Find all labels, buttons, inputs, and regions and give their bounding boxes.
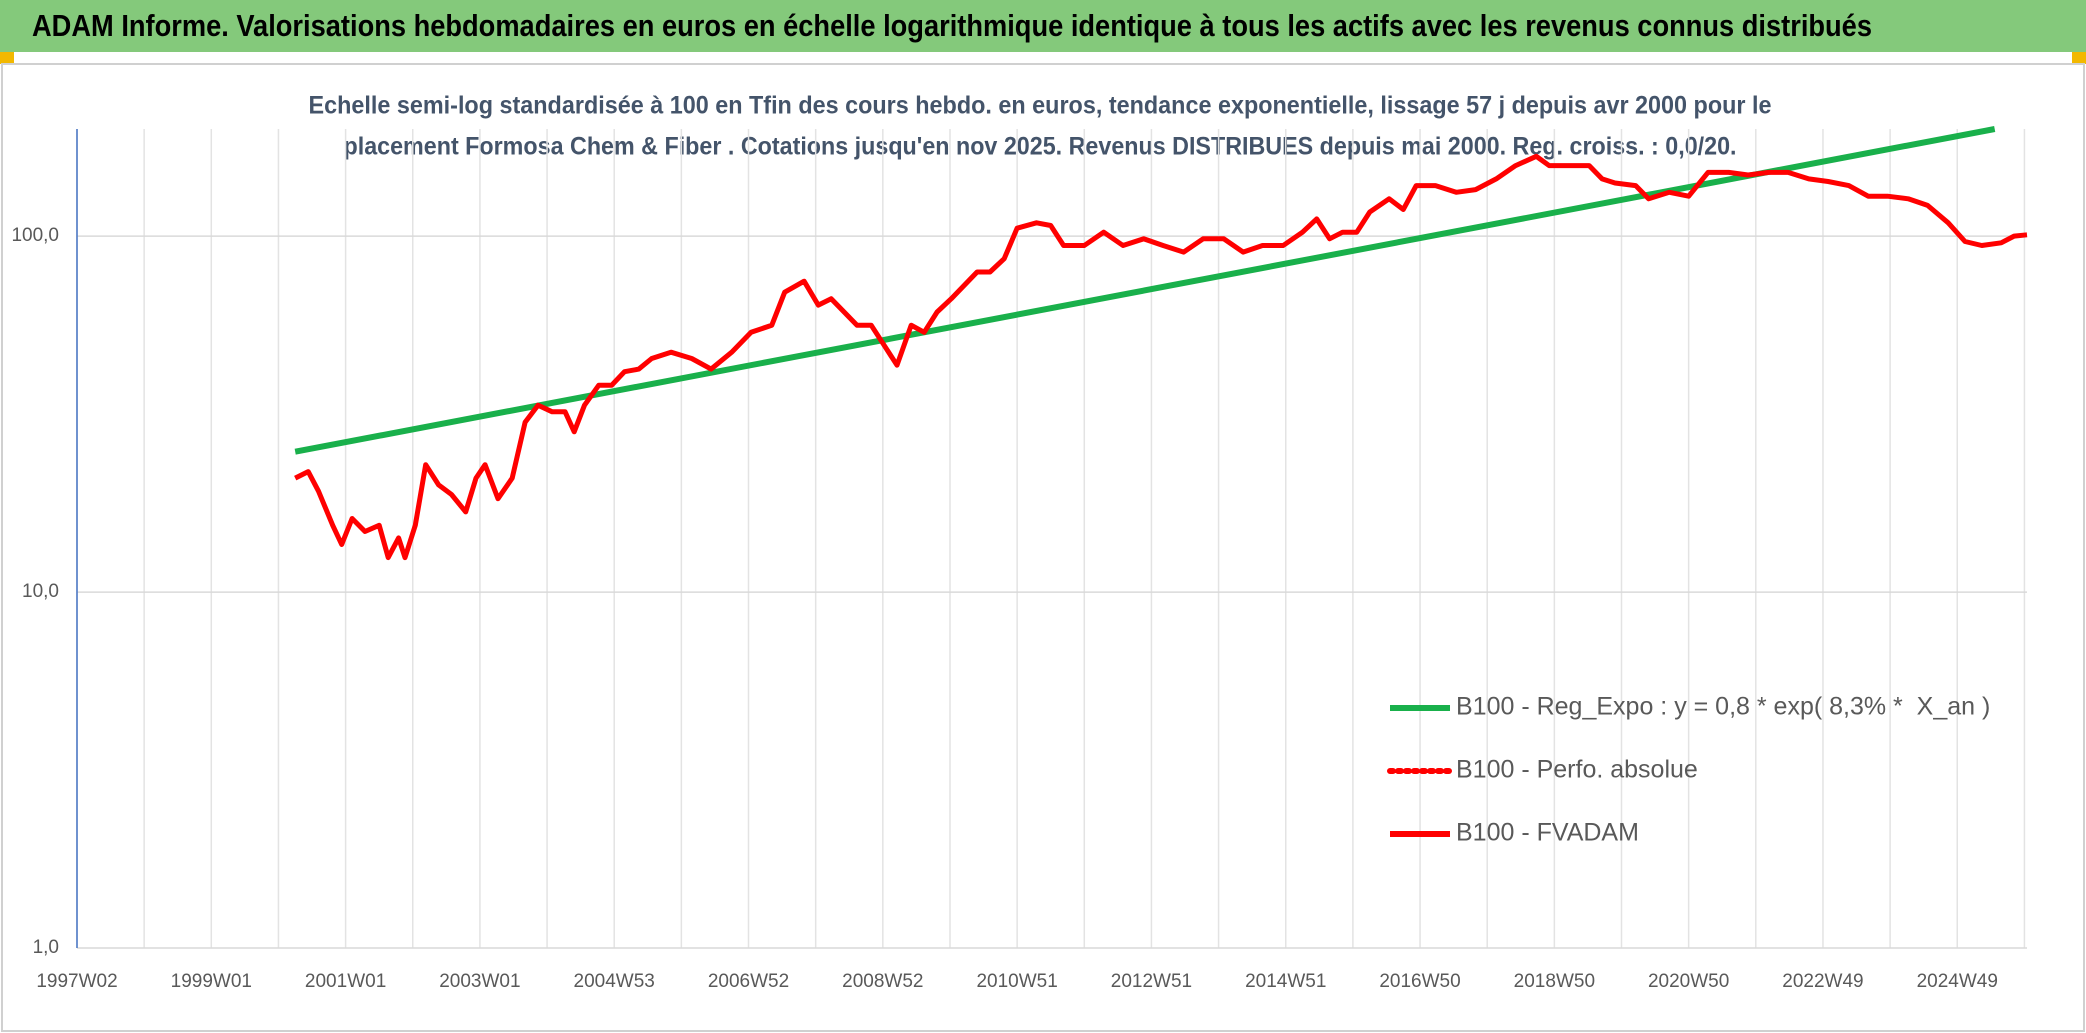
x-tick-label: 2003W01: [439, 971, 520, 992]
x-tick-label: 2010W51: [976, 971, 1057, 992]
frame: [1, 63, 2085, 1032]
x-tick-label: 2024W49: [1917, 971, 1998, 992]
legend-label: B100 - Perfo. absolue: [1456, 756, 1698, 784]
line-series: [294, 153, 2028, 561]
x-tick-label: 2014W51: [1245, 971, 1326, 992]
corner: [0, 52, 14, 64]
x-tick-label: 2016W50: [1379, 971, 1460, 992]
x-tick-label: 2006W52: [708, 971, 789, 992]
x-tick-label: 2018W50: [1514, 971, 1595, 992]
line-series: [294, 126, 1996, 455]
x-tick-label: 1997W02: [36, 971, 117, 992]
y-tick-label: 1,0: [33, 937, 59, 958]
chart-title: ADAM Informe. Valorisations hebdomadaire…: [32, 8, 1872, 43]
y-tick-label: 100,0: [11, 225, 59, 246]
x-tick-label: 2004W53: [574, 971, 655, 992]
legend-label: B100 - FVADAM: [1456, 819, 1639, 847]
title-bar: [0, 0, 2086, 52]
x-tick-label: 1999W01: [171, 971, 252, 992]
chart-subtitle: placement Formosa Chem & Fiber . Cotatio…: [344, 133, 1737, 161]
x-tick-label: 2008W52: [842, 971, 923, 992]
x-tick-label: 2020W50: [1648, 971, 1729, 992]
x-tick-label: 2012W51: [1111, 971, 1192, 992]
corner: [2072, 52, 2086, 64]
y-tick-label: 10,0: [22, 581, 59, 602]
legend-label: B100 - Reg_Expo : y = 0,8 * exp( 8,3% * …: [1456, 693, 1990, 721]
x-tick-label: 2022W49: [1782, 971, 1863, 992]
chart-subtitle: Echelle semi-log standardisée à 100 en T…: [309, 92, 1772, 120]
x-tick-label: 2001W01: [305, 971, 386, 992]
